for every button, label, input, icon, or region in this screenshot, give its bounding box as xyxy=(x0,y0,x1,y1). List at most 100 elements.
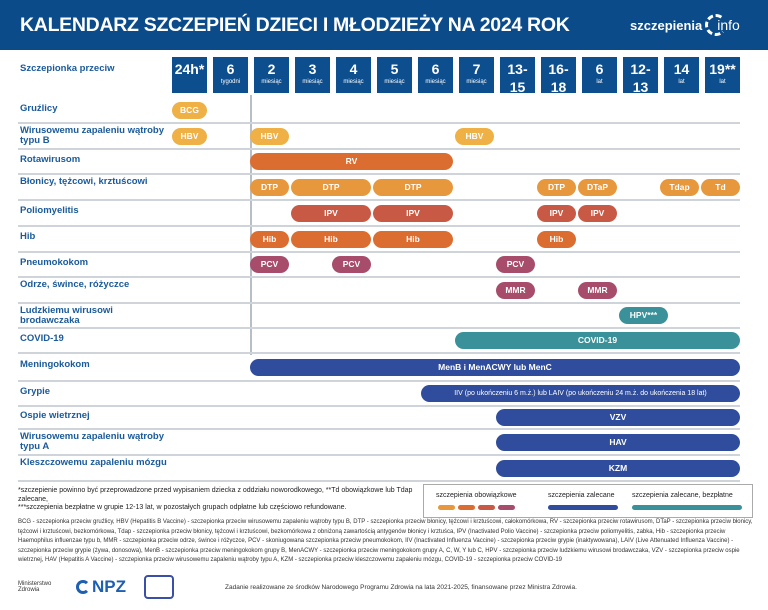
funding-credit: Zadanie realizowane ze środków Narodoweg… xyxy=(225,584,577,591)
column-header: 6 lat xyxy=(582,57,617,93)
column-unit: tygodni xyxy=(220,79,241,85)
row-label: Ludzkiemu wirusowi brodawczaka xyxy=(20,304,113,326)
row-label: Rotawirusom xyxy=(20,153,81,165)
vaccine-pill: IPV xyxy=(373,204,453,222)
footnote: ***szczepienia bezpłatne w grupie 12-13 … xyxy=(18,504,347,511)
column-header: 16-18 miesięcy xyxy=(541,57,576,103)
vaccine-pill: DTaP xyxy=(578,178,617,196)
vaccine-pill: HBV xyxy=(455,127,494,145)
vaccine-pill: IIV (po ukończeniu 6 m.ż.) lub LAIV (po … xyxy=(421,385,740,402)
column-age: 7 xyxy=(472,61,481,77)
column-header: 7 miesiąc xyxy=(459,57,494,93)
row-label: Wirusowemu zapaleniu wątroby typu B xyxy=(20,125,165,146)
institute-logo xyxy=(144,575,174,599)
column-age: 6 xyxy=(431,61,440,77)
row-label: Kleszczowemu zapaleniu mózgu xyxy=(20,457,167,468)
vaccine-pill: IPV xyxy=(578,204,617,222)
vaccine-pill: Hib xyxy=(250,230,289,248)
vaccine-pill: BCG xyxy=(172,102,207,119)
column-age: 6 xyxy=(226,61,235,77)
column-header: 3 miesiąc xyxy=(295,57,330,93)
column-unit: lat xyxy=(719,79,726,85)
column-age: 2 xyxy=(267,61,276,77)
column-header: 2 miesiąc xyxy=(254,57,289,93)
vaccine-pill: Td xyxy=(701,178,740,196)
column-age: 19** xyxy=(709,61,736,77)
npz-icon xyxy=(76,580,90,594)
ministry-logo: Ministerstwo Zdrowia xyxy=(18,581,52,593)
abbreviations: BCG - szczepionka przeciw gruźlicy, HBV … xyxy=(18,519,753,563)
column-unit: miesiąc xyxy=(302,79,323,85)
column-header: 13-15 miesięcy xyxy=(500,57,535,103)
row-label: Grypie xyxy=(20,385,51,397)
row-divider xyxy=(18,380,740,382)
vaccine-pill: HPV*** xyxy=(619,307,668,324)
page-title: KALENDARZ SZCZEPIEŃ DZIECI I MŁODZIEŻY N… xyxy=(20,14,570,36)
column-unit: miesiąc xyxy=(384,79,405,85)
vaccine-pill: DTP xyxy=(250,178,289,196)
column-header: 14 lat xyxy=(664,57,699,93)
legend-swatch xyxy=(548,505,618,510)
column-unit: miesiąc xyxy=(425,79,446,85)
logo-ring-icon xyxy=(705,14,728,36)
row-divider xyxy=(18,352,740,354)
npz-logo: NPZ xyxy=(76,577,126,597)
legend: szczepienia obowiązkowe szczepienia zale… xyxy=(423,484,753,518)
column-age: 24h* xyxy=(174,61,205,77)
column-header: 12-13 lat xyxy=(623,57,658,103)
vaccine-pill: DTP xyxy=(291,178,371,196)
legend-swatch xyxy=(498,505,515,510)
column-unit: miesięcy xyxy=(546,97,571,103)
row-divider xyxy=(18,480,740,482)
vaccine-pill: VZV xyxy=(496,409,740,426)
row-divider xyxy=(18,148,740,150)
column-header: 6 tygodni xyxy=(213,57,248,93)
legend-mandatory: szczepienia obowiązkowe xyxy=(436,492,517,499)
column-age: 12-13 xyxy=(630,61,651,95)
column-unit: miesiąc xyxy=(466,79,487,85)
vaccine-pill: RV xyxy=(250,153,453,170)
vaccine-pill: DTP xyxy=(373,178,453,196)
row-label: Pneumokokom xyxy=(20,256,89,268)
vaccine-pill: IPV xyxy=(537,204,576,222)
vaccine-pill: Tdap xyxy=(660,178,699,196)
szczepienia-info-logo: szczepienia info xyxy=(630,14,740,36)
legend-recommended-free: szczepienia zalecane, bezpłatne xyxy=(632,492,733,499)
column-unit: lat xyxy=(637,97,644,103)
row-label: Błonicy, tężcowi, krztuścowi xyxy=(20,176,148,187)
row-label: Meningokokom xyxy=(20,359,90,370)
row-divider xyxy=(18,251,740,253)
row-label: Hib xyxy=(20,231,36,242)
row-divider xyxy=(18,173,740,175)
vaccine-pill: HBV xyxy=(250,127,289,145)
vaccine-pill: MenB i MenACWY lub MenC xyxy=(250,358,740,376)
footnotes: *szczepienie powinno być przeprowadzone … xyxy=(18,487,438,513)
row-divider xyxy=(18,454,740,456)
vaccine-pill: MMR xyxy=(496,281,535,299)
vaccine-pill: COVID-19 xyxy=(455,332,740,349)
column-header: 24h* xyxy=(172,57,207,93)
logos: Ministerstwo Zdrowia NPZ xyxy=(18,575,174,599)
vaccine-pill: DTP xyxy=(537,178,576,196)
row-divider xyxy=(18,199,740,201)
row-divider xyxy=(18,276,740,278)
vaccine-pill: HAV xyxy=(496,433,740,451)
column-age: 16-18 xyxy=(548,61,569,95)
row-label: Gruźlicy xyxy=(20,102,58,114)
row-divider xyxy=(18,428,740,430)
row-divider xyxy=(18,405,740,407)
legend-recommended: szczepienia zalecane xyxy=(548,492,615,499)
legend-swatch xyxy=(478,505,495,510)
row-divider xyxy=(18,122,740,124)
row-divider xyxy=(18,302,740,304)
column-header: 6 miesiąc xyxy=(418,57,453,93)
corner-label: Szczepionka przeciw xyxy=(20,63,115,74)
column-header: 5 miesiąc xyxy=(377,57,412,93)
header-bar: KALENDARZ SZCZEPIEŃ DZIECI I MŁODZIEŻY N… xyxy=(0,0,768,50)
column-unit: lat xyxy=(678,79,685,85)
vaccine-pill: PCV xyxy=(250,256,289,273)
column-age: 3 xyxy=(308,61,317,77)
vaccine-pill: IPV xyxy=(291,204,371,222)
logo-text-info: info xyxy=(717,17,740,33)
vaccine-pill: KZM xyxy=(496,459,740,477)
